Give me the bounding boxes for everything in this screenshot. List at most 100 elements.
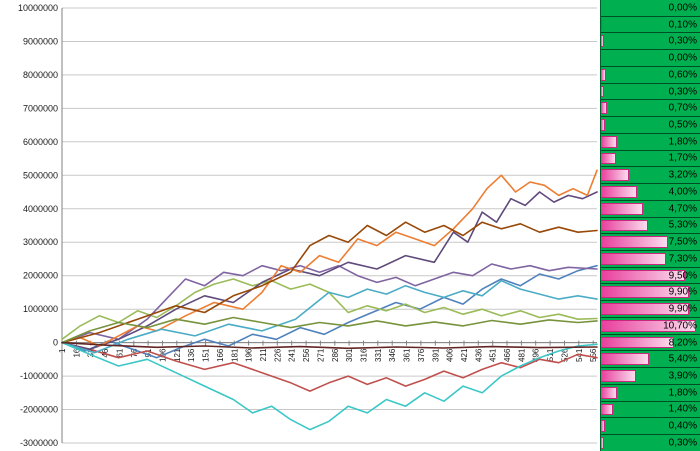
percent-cell-row[interactable]: 0,10%	[601, 17, 700, 34]
svg-text:10000000: 10000000	[18, 3, 58, 13]
svg-text:556: 556	[589, 348, 598, 362]
percent-cell-row[interactable]: 0,00%	[601, 0, 700, 17]
percent-cell-row[interactable]: 4,00%	[601, 184, 700, 201]
percent-cell-row[interactable]: 0,70%	[601, 100, 700, 118]
svg-text:301: 301	[345, 348, 354, 362]
svg-text:496: 496	[532, 348, 541, 362]
curve-cyan	[61, 341, 598, 431]
percent-cell-row[interactable]: 10,70%	[601, 318, 700, 335]
x-axis-labels: 1 16 31 46 61 76 91 106 121 136 151 166 181 196 211 226…	[58, 348, 598, 362]
percent-cell-row[interactable]: 9,50%	[601, 268, 700, 285]
svg-text:1: 1	[58, 348, 67, 353]
percent-cell-row[interactable]: 0,40%	[601, 418, 700, 436]
data-bar	[601, 437, 604, 449]
svg-text:286: 286	[331, 348, 340, 362]
data-bar	[601, 169, 630, 182]
percent-cell-row[interactable]: 7,30%	[601, 251, 700, 268]
svg-text:196: 196	[245, 348, 254, 362]
svg-text:316: 316	[360, 348, 369, 362]
curve-dark-purple	[61, 191, 598, 351]
svg-text:361: 361	[403, 348, 412, 362]
y-axis-labels: 1000000090000008000000700000060000005000…	[18, 3, 58, 448]
svg-text:511: 511	[546, 348, 555, 361]
series-lines	[61, 169, 598, 431]
data-bar	[601, 420, 605, 433]
curve-red	[61, 341, 598, 392]
data-bar	[601, 68, 607, 81]
svg-text:406: 406	[446, 348, 455, 362]
percent-cell-row[interactable]: 0,60%	[601, 67, 700, 84]
percent-cell-row[interactable]: 4,70%	[601, 201, 700, 218]
percent-cell-row[interactable]: 0,30%	[601, 33, 700, 51]
percent-value: 8,20%	[668, 337, 697, 349]
data-bar	[601, 236, 668, 249]
percent-cell-row[interactable]: 0,30%	[601, 435, 700, 451]
curve-purple	[61, 263, 598, 344]
percent-value: 1,80%	[668, 136, 697, 148]
curve-dark-red	[61, 341, 598, 350]
percent-cell-row[interactable]: 9,90%	[601, 284, 700, 302]
percent-cell-row[interactable]: 5,40%	[601, 351, 700, 369]
percent-value: 0,00%	[668, 2, 697, 14]
svg-text:61: 61	[115, 348, 124, 357]
svg-text:4000000: 4000000	[23, 204, 58, 214]
data-bar	[601, 336, 674, 349]
percent-cell-row[interactable]: 0,30%	[601, 84, 700, 101]
svg-text:8000000: 8000000	[23, 70, 58, 80]
percent-value: 0,70%	[668, 102, 697, 114]
percent-value: 7,30%	[668, 253, 697, 265]
percent-cell-row[interactable]: 7,50%	[601, 234, 700, 252]
percent-value: 5,30%	[668, 219, 697, 231]
percent-cell-row[interactable]: 3,90%	[601, 368, 700, 385]
percent-cell-row[interactable]: 1,80%	[601, 385, 700, 402]
svg-text:346: 346	[388, 348, 397, 362]
percent-cell-row[interactable]: 1,40%	[601, 402, 700, 419]
percent-cell-row[interactable]: 0,00%	[601, 50, 700, 67]
data-bar	[601, 35, 604, 48]
percent-cell-row[interactable]: 1,70%	[601, 151, 700, 168]
svg-text:226: 226	[273, 348, 282, 362]
equity-curves-line-chart[interactable]: 10000000 9000000 8000000 7000000 6000000 5000…	[0, 0, 600, 451]
svg-text:6000000: 6000000	[23, 137, 58, 147]
svg-text:151: 151	[202, 348, 211, 362]
data-bar	[601, 370, 636, 382]
svg-text:-1000000: -1000000	[20, 371, 58, 381]
svg-text:451: 451	[489, 348, 498, 362]
percent-value: 9,90%	[668, 286, 697, 298]
percent-value: 0,30%	[668, 437, 697, 449]
svg-text:391: 391	[431, 348, 440, 362]
percent-value: 0,50%	[668, 119, 697, 131]
svg-text:526: 526	[561, 348, 570, 362]
curve-blue	[61, 264, 598, 359]
svg-text:3000000: 3000000	[23, 237, 58, 247]
data-bar	[601, 253, 666, 265]
percent-value: 3,90%	[668, 370, 697, 382]
svg-text:481: 481	[517, 348, 526, 362]
percent-value: 0,30%	[668, 86, 697, 98]
percent-cell-row[interactable]: 0,50%	[601, 117, 700, 134]
percent-value: 4,00%	[668, 186, 697, 198]
svg-text:31: 31	[87, 348, 96, 357]
svg-text:271: 271	[316, 348, 325, 362]
data-bar	[601, 102, 608, 115]
percent-cell-row[interactable]: 1,80%	[601, 134, 700, 151]
percent-cell-row[interactable]: 9,90%	[601, 301, 700, 318]
data-bar	[601, 269, 686, 282]
svg-text:136: 136	[187, 348, 196, 362]
axes	[61, 8, 597, 443]
percent-cell-row[interactable]: 3,20%	[601, 167, 700, 185]
percent-value: 1,40%	[668, 403, 697, 415]
percent-cell-row[interactable]: 5,30%	[601, 218, 700, 235]
data-bar	[601, 186, 637, 198]
percent-value: 9,90%	[668, 303, 697, 315]
data-bar	[601, 386, 617, 399]
percent-value: 0,30%	[668, 35, 697, 47]
percent-value: 3,20%	[668, 169, 697, 181]
svg-text:5000000: 5000000	[23, 170, 58, 180]
percent-value: 0,10%	[668, 19, 697, 31]
data-bar	[601, 303, 689, 315]
percent-cell-row[interactable]: 8,20%	[601, 335, 700, 352]
svg-text:436: 436	[474, 348, 483, 362]
percent-value: 0,40%	[668, 420, 697, 432]
